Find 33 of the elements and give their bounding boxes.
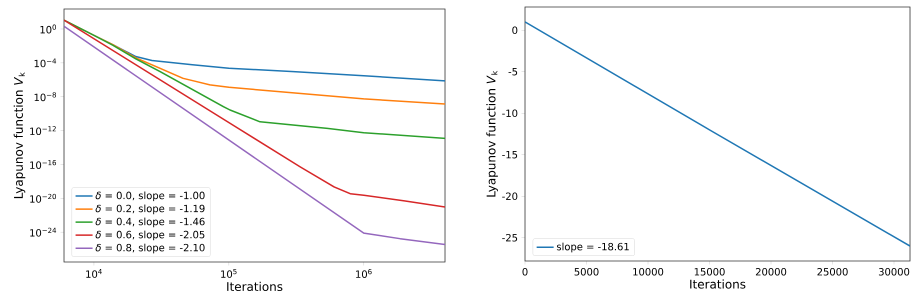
x-tick-label: 10$^{5}$ xyxy=(221,269,237,278)
x-axis-title: Iterations xyxy=(227,282,282,292)
x-tick-label: 10$^{4}$ xyxy=(86,269,102,278)
x-tick-label: 10000 xyxy=(633,268,664,276)
y-tick-label: -25 xyxy=(502,234,518,242)
y-tick-label: 10$^{−16}$ xyxy=(30,160,56,169)
x-tick-label: 5000 xyxy=(574,268,599,276)
y-tick-label: -5 xyxy=(508,68,518,76)
y-tick-label: -10 xyxy=(502,109,518,118)
y-axis-title: Lyapunov function V$_{k}$ xyxy=(486,70,498,197)
x-axis-title: Iterations xyxy=(690,279,746,289)
x-tick-label: 10$^{6}$ xyxy=(356,269,372,278)
legend-label: δ = 0.6, slope = -2.05 xyxy=(96,230,204,240)
x-tick-label: 20000 xyxy=(756,268,786,276)
y-tick-label: 0 xyxy=(512,26,518,34)
y-tick-label: 10$^{−12}$ xyxy=(30,126,56,136)
x-tick-label: 30000 xyxy=(878,268,910,276)
y-tick-label: 10$^{−24}$ xyxy=(30,228,56,237)
legend-label: δ = 0.0, slope = -1.00 xyxy=(96,191,205,202)
y-tick-label: 10$^{−20}$ xyxy=(30,194,56,203)
y-tick-label: -20 xyxy=(502,192,518,200)
y-tick-label: 10$^{0}$ xyxy=(40,24,56,34)
y-tick-label: -15 xyxy=(502,151,518,158)
legend-label: δ = 0.8, slope = -2.10 xyxy=(96,244,205,254)
legend-label: δ = 0.4, slope = -1.46 xyxy=(96,218,205,228)
legend-label: δ = 0.2, slope = -1.19 xyxy=(96,204,205,214)
y-tick-label: 10$^{−8}$ xyxy=(34,92,56,102)
x-tick-label: 15000 xyxy=(694,268,725,276)
y-axis-title: Lyapunov function V$_{k}$ xyxy=(14,72,26,198)
y-tick-label: 10$^{−4}$ xyxy=(34,58,56,68)
x-tick-label: 25000 xyxy=(817,268,848,276)
x-tick-label: 0 xyxy=(522,268,528,276)
legend-label: slope = -18.61 xyxy=(556,242,629,252)
